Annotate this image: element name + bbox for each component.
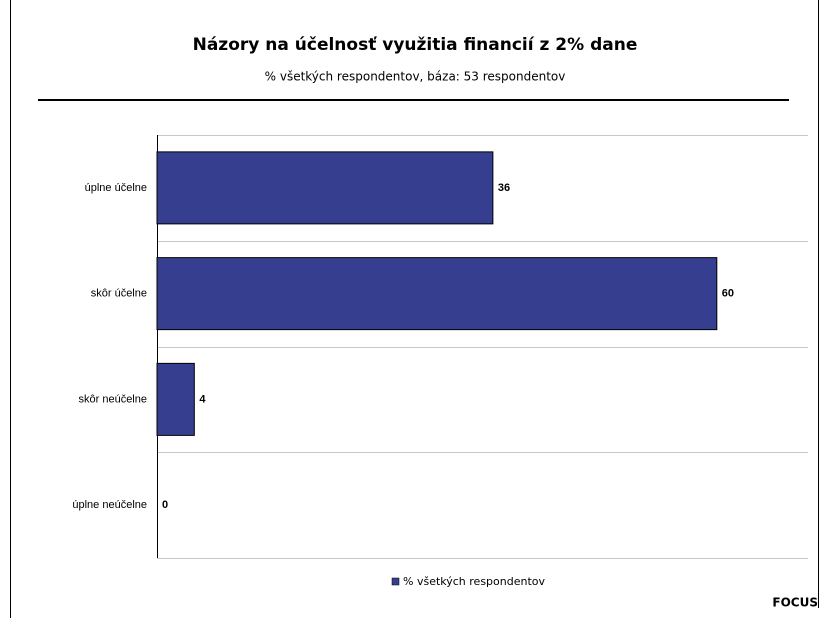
data-label: 0 bbox=[162, 499, 168, 511]
category-label: skôr účelne bbox=[91, 288, 147, 300]
category-label: skôr neúčelne bbox=[79, 393, 148, 405]
category-label: úplne účelne bbox=[85, 182, 147, 194]
chart-subtitle: % všetkých respondentov, báza: 53 respon… bbox=[265, 70, 566, 84]
bar bbox=[156, 151, 494, 225]
bar bbox=[156, 362, 195, 436]
data-label: 4 bbox=[199, 393, 206, 405]
legend-swatch bbox=[391, 577, 400, 586]
chart-title: Názory na účelnosť využitia financií z 2… bbox=[193, 35, 638, 55]
source: FOCUS bbox=[772, 596, 818, 610]
legend-label: % všetkých respondentov bbox=[403, 575, 546, 588]
bar bbox=[156, 257, 718, 331]
data-label: 60 bbox=[722, 288, 734, 300]
data-label: 36 bbox=[498, 182, 510, 194]
category-label: úplne neúčelne bbox=[72, 499, 147, 511]
